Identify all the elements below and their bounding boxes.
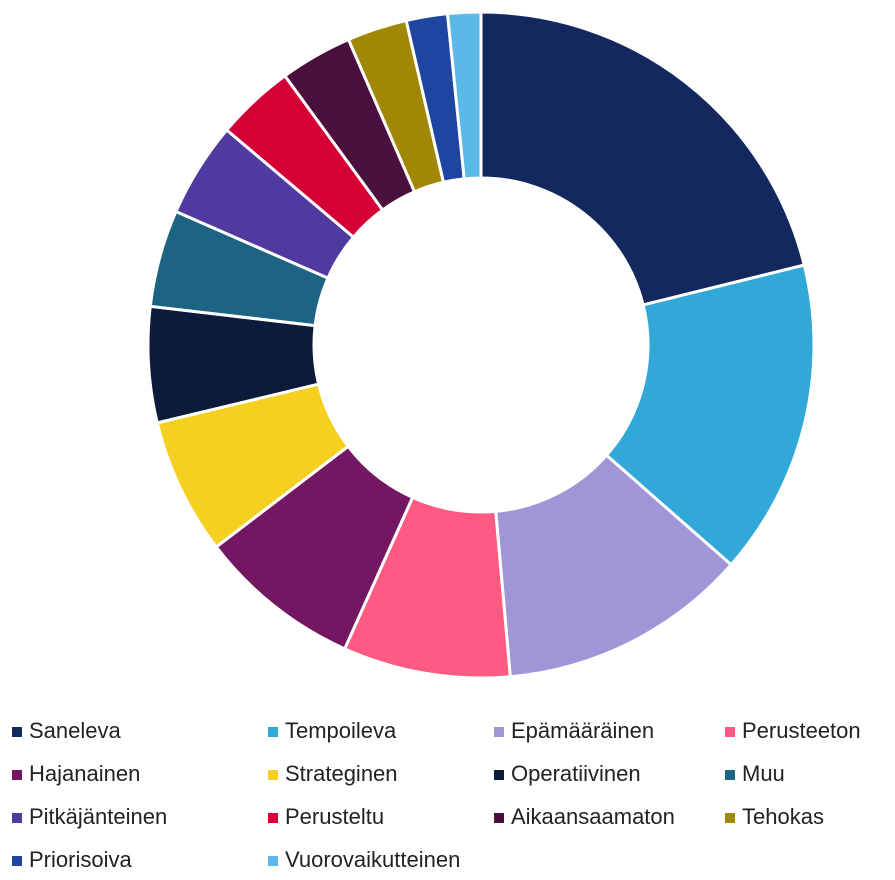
- legend-swatch: [494, 813, 504, 823]
- donut-segment: [445, 10, 483, 181]
- legend-swatch: [725, 813, 735, 823]
- legend-label: Muu: [742, 761, 785, 786]
- legend-swatch: [12, 856, 22, 866]
- legend-label: Tempoileva: [285, 718, 397, 743]
- legend-swatch: [494, 770, 504, 780]
- legend-swatch: [725, 770, 735, 780]
- legend-swatch: [12, 727, 22, 737]
- legend-label: Tehokas: [742, 804, 824, 829]
- legend-swatch: [494, 727, 504, 737]
- legend-swatch: [268, 856, 278, 866]
- legend-label: Pitkäjänteinen: [29, 804, 167, 829]
- donut-segment: [494, 453, 734, 679]
- donut-segment: [479, 10, 807, 307]
- legend-label: Epämääräinen: [511, 718, 654, 743]
- legend-label: Priorisoiva: [29, 847, 132, 872]
- legend-label: Vuorovaikutteinen: [285, 847, 460, 872]
- legend-swatch: [268, 770, 278, 780]
- donut-segment: [604, 263, 816, 567]
- legend-swatch: [268, 813, 278, 823]
- legend-label: Strateginen: [285, 761, 398, 786]
- legend-label: Hajanainen: [29, 761, 140, 786]
- legend-label: Perusteeton: [742, 718, 861, 743]
- legend-swatch: [268, 727, 278, 737]
- legend-swatch: [12, 770, 22, 780]
- legend-label: Perusteltu: [285, 804, 384, 829]
- legend-label: Aikaansaamaton: [511, 804, 675, 829]
- legend-swatch: [12, 813, 22, 823]
- legend-swatch: [725, 727, 735, 737]
- legend-label: Saneleva: [29, 718, 122, 743]
- legend-label: Operatiivinen: [511, 761, 641, 786]
